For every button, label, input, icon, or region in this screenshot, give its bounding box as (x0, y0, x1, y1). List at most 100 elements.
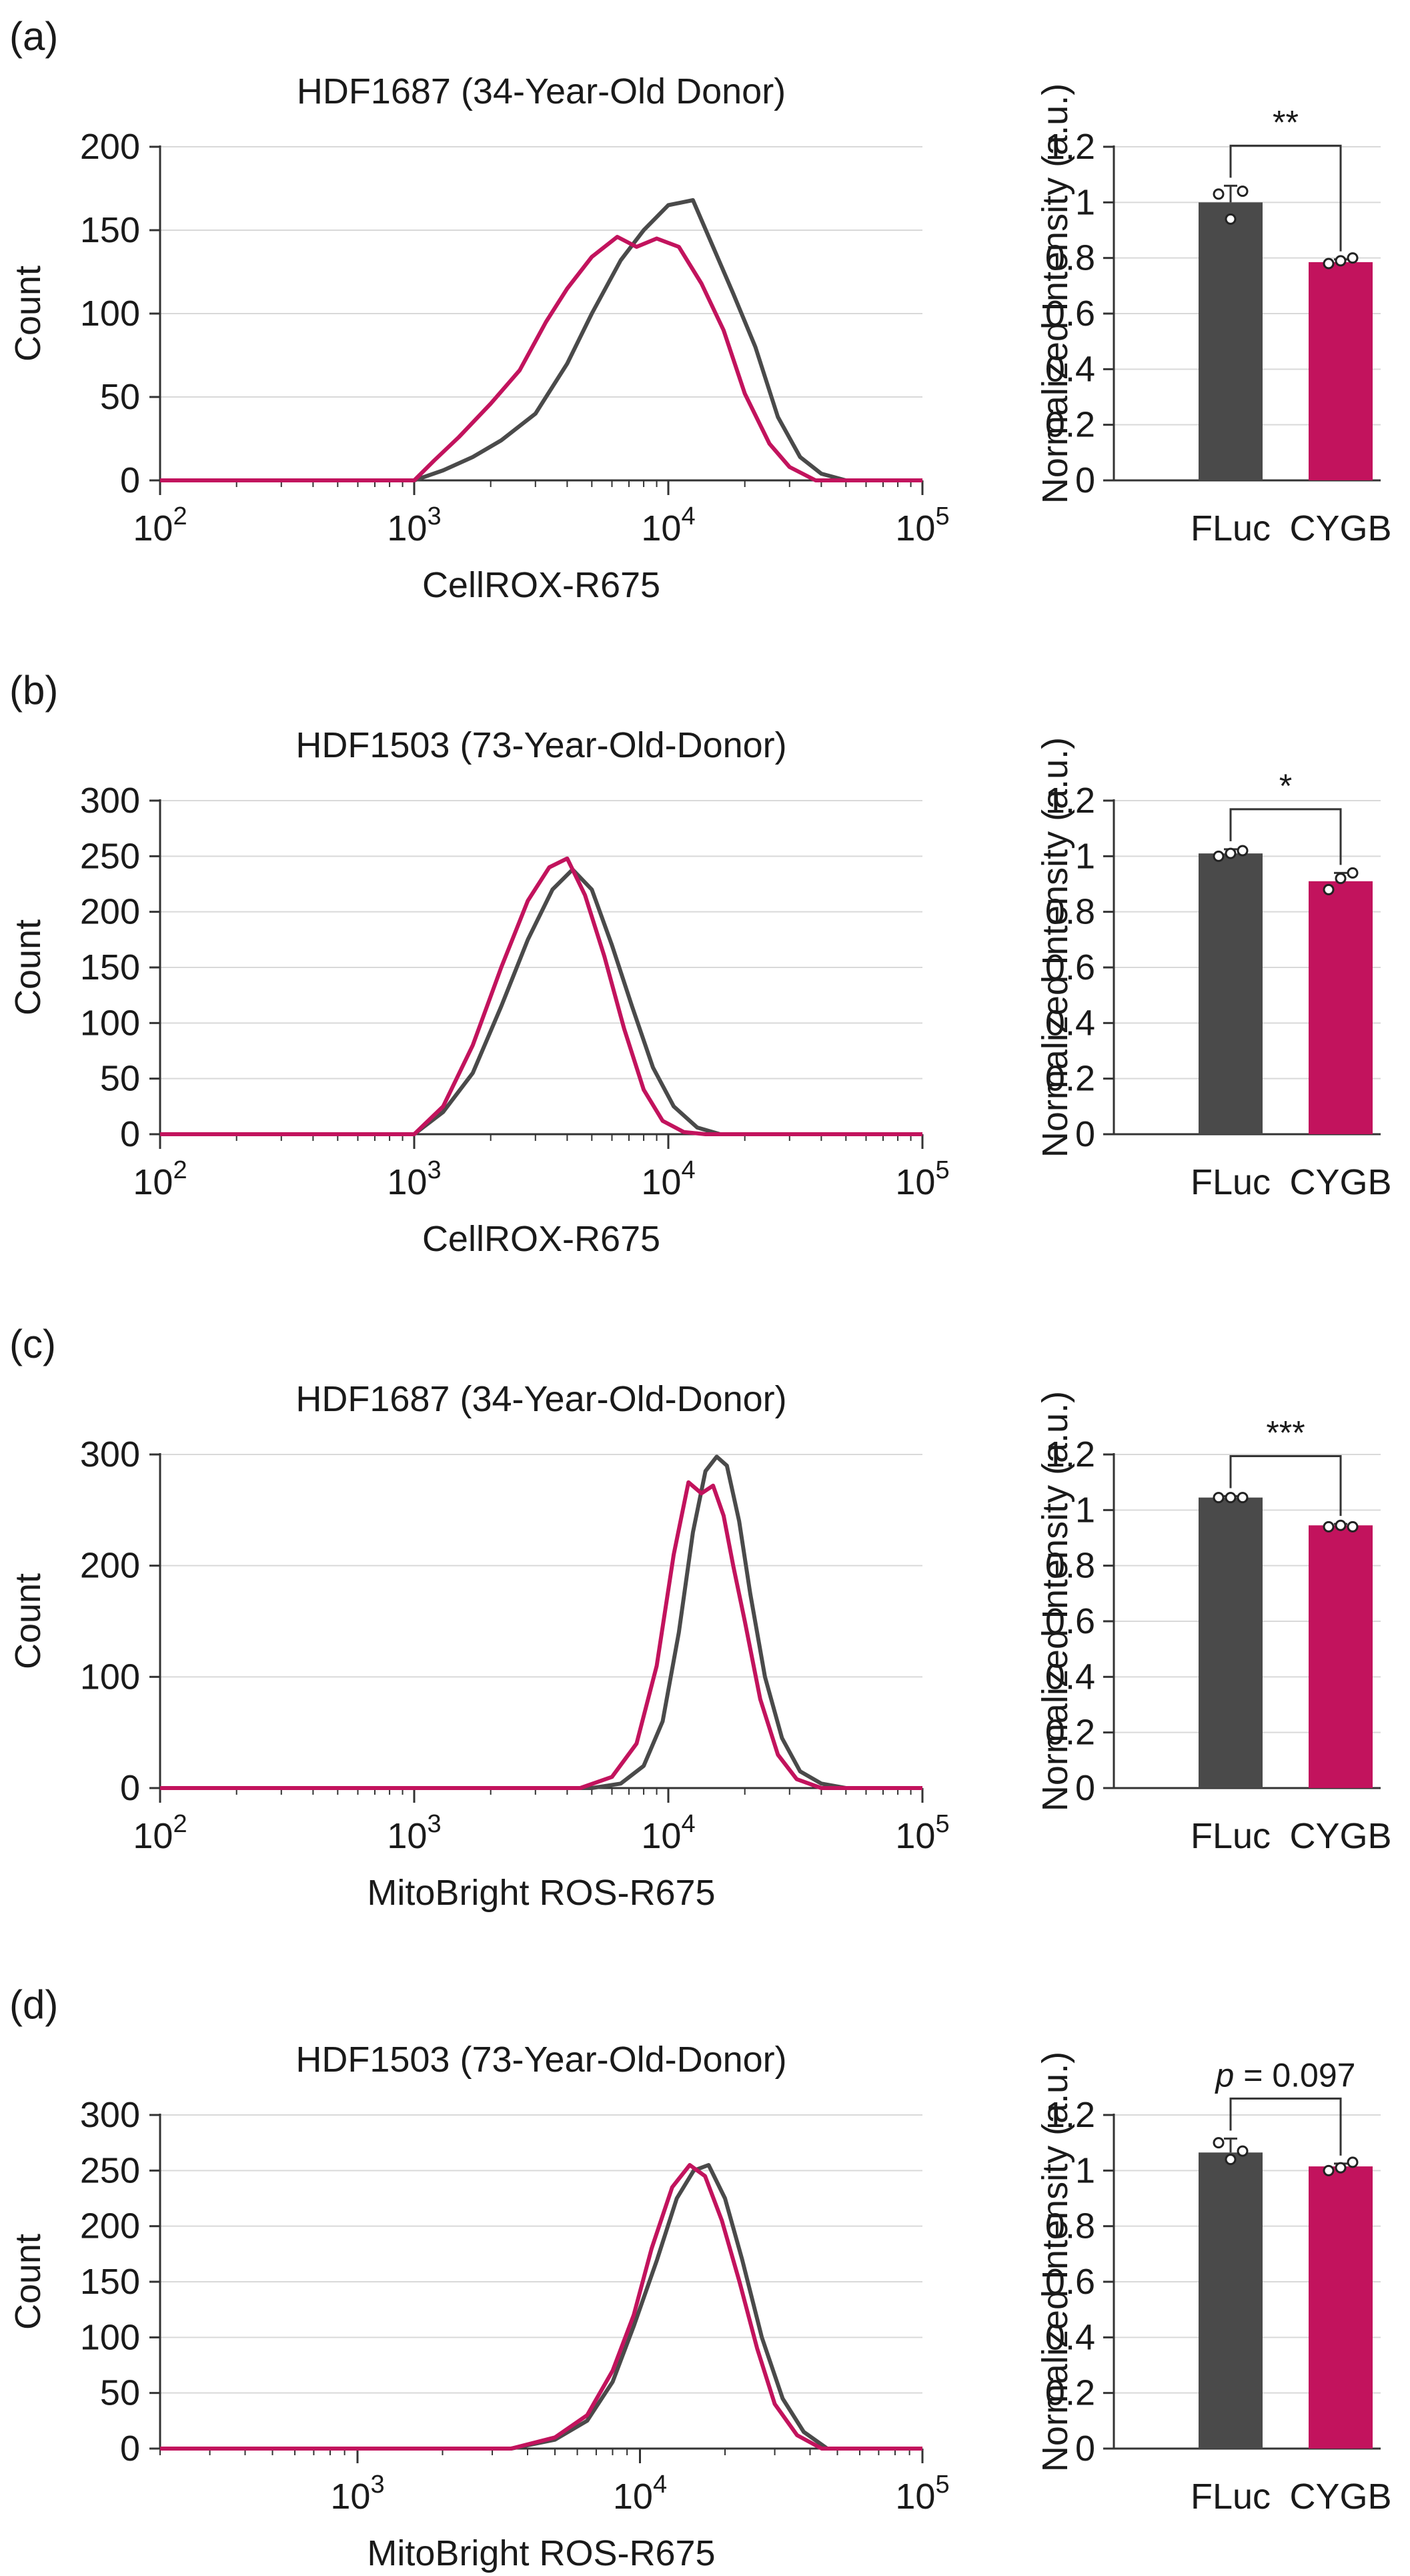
y-tick-label: 50 (100, 377, 140, 417)
histogram-chart: HDF1687 (34-Year-Old-Donor) 0 100 200 300 102… (8, 1379, 950, 1913)
significance-bracket (1229, 2097, 1342, 2156)
panel-a: (a) HDF1687 (34-Year-Old Donor) 0 50 100 150 2… (8, 14, 1392, 605)
panel-c: (c) HDF1687 (34-Year-Old-Donor) 0 100 200 300… (8, 1322, 1392, 1913)
y-tick-label: 50 (100, 1059, 140, 1099)
data-point (1237, 845, 1249, 857)
x-tick-label: FLuc (1191, 1816, 1271, 1856)
y-tick-label: 300 (80, 1434, 140, 1474)
significance-label: ** (1273, 103, 1299, 141)
data-point (1237, 185, 1249, 197)
data-point (1213, 188, 1225, 200)
panel-label: (c) (9, 1322, 56, 1366)
x-tick-label: 105 (895, 1810, 949, 1856)
x-axis-label: MitoBright ROS-R675 (367, 1873, 715, 1913)
y-tick-label: 0 (1075, 2429, 1095, 2469)
y-tick-label: 1 (1075, 2150, 1095, 2190)
x-tick-label: 102 (133, 1810, 187, 1856)
y-tick-label: 50 (100, 2373, 140, 2413)
series-line-cygb (160, 856, 922, 1136)
y-tick-label: 0 (120, 460, 140, 500)
x-axis-label: MitoBright ROS-R675 (367, 2533, 715, 2573)
histogram-chart: HDF1503 (73-Year-Old-Donor) 0 50 100 150 200 2… (8, 725, 950, 1259)
data-point (1323, 2164, 1335, 2176)
bar-fluc (1199, 1497, 1263, 1788)
series-line-cygb (160, 1480, 922, 1790)
x-tick-label: 103 (387, 502, 441, 548)
y-tick-label: 0 (120, 1114, 140, 1154)
data-point (1213, 1492, 1225, 1504)
y-tick-label: 150 (80, 2262, 140, 2302)
y-tick-label: 0 (120, 2429, 140, 2469)
panel-b: (b) HDF1503 (73-Year-Old-Donor) 0 50 100 150 2… (8, 668, 1392, 1259)
y-tick-label: 0.2 (1045, 405, 1095, 445)
data-point (1347, 1521, 1359, 1533)
data-point (1323, 883, 1335, 895)
y-tick-label: 100 (80, 2317, 140, 2357)
y-tick-label: 200 (80, 1546, 140, 1586)
y-tick-label: 250 (80, 836, 140, 876)
y-tick-label: 0.6 (1045, 2262, 1095, 2302)
data-point (1347, 867, 1359, 879)
data-point (1213, 850, 1225, 862)
y-tick-label: 200 (80, 127, 140, 167)
y-tick-label: 1.2 (1045, 127, 1095, 167)
data-point (1213, 2137, 1225, 2149)
y-tick-label: 150 (80, 947, 140, 987)
significance-label: p = 0.097 (1215, 2056, 1356, 2094)
data-point (1347, 252, 1359, 264)
x-tick-label: 105 (895, 2471, 949, 2517)
y-tick-label: 0.6 (1045, 294, 1095, 334)
chart-title: HDF1687 (34-Year-Old Donor) (297, 71, 786, 111)
panel-label: (b) (9, 668, 58, 713)
panel-label: (a) (9, 14, 58, 59)
chart-title: HDF1687 (34-Year-Old-Donor) (295, 1379, 786, 1419)
y-tick-label: 1.2 (1045, 2095, 1095, 2135)
chart-title: HDF1503 (73-Year-Old-Donor) (295, 2040, 786, 2080)
y-tick-label: 0.8 (1045, 892, 1095, 932)
y-tick-label: 0.8 (1045, 238, 1095, 278)
y-tick-label: 0.2 (1045, 2373, 1095, 2413)
y-tick-label: 0 (1075, 1114, 1095, 1154)
y-tick-label: 0.8 (1045, 2206, 1095, 2246)
y-axis-label: Count (8, 266, 48, 362)
series-line-cygb (160, 2163, 922, 2451)
x-tick-label: CYGB (1289, 1816, 1391, 1856)
y-axis-label: Normalized Intensity (a.u.) (1035, 2052, 1075, 2472)
y-axis-label: Count (8, 919, 48, 1015)
x-tick-label: 104 (641, 1156, 695, 1202)
significance-label: *** (1266, 1414, 1305, 1452)
y-axis-label: Normalized Intensity (a.u.) (1035, 83, 1075, 504)
x-tick-label: 103 (330, 2471, 384, 2517)
y-tick-label: 0 (1075, 460, 1095, 500)
y-tick-label: 1 (1075, 1490, 1095, 1530)
bar-fluc (1199, 202, 1263, 480)
bar-cygb (1309, 2166, 1373, 2449)
series-line-cygb (160, 235, 922, 482)
y-tick-label: 300 (80, 2095, 140, 2135)
y-axis-label: Normalized Intensity (a.u.) (1035, 1391, 1075, 1811)
x-axis-label: CellROX-R675 (422, 1219, 660, 1259)
y-tick-label: 1.2 (1045, 781, 1095, 821)
data-point (1347, 2156, 1359, 2168)
panel-d: (d) HDF1503 (73-Year-Old-Donor) 0 50 100 150 2… (8, 1982, 1392, 2573)
data-point (1225, 2154, 1237, 2166)
data-point (1225, 213, 1237, 225)
data-point (1335, 873, 1347, 885)
y-tick-label: 0.4 (1045, 1003, 1095, 1043)
y-tick-label: 0 (1075, 1768, 1095, 1808)
x-tick-label: 102 (133, 1156, 187, 1202)
x-tick-label: 105 (895, 1156, 949, 1202)
y-tick-label: 100 (80, 1657, 140, 1697)
data-point (1237, 1492, 1249, 1504)
x-tick-label: 102 (133, 502, 187, 548)
y-tick-label: 0.4 (1045, 1657, 1095, 1697)
x-tick-label: 104 (613, 2471, 667, 2517)
data-point (1237, 2145, 1249, 2157)
data-point (1323, 1521, 1335, 1533)
y-tick-label: 0.6 (1045, 1601, 1095, 1641)
x-tick-label: FLuc (1191, 2477, 1271, 2517)
bar-cygb (1309, 262, 1373, 480)
